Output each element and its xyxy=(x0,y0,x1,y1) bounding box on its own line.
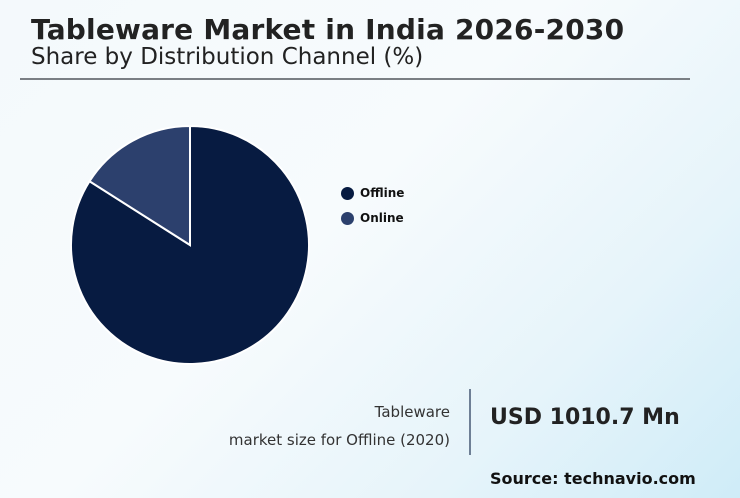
kpi-label-line2: market size for Offline (2020) xyxy=(228,431,450,449)
page-subtitle: Share by Distribution Channel (%) xyxy=(31,44,424,70)
legend-dot-icon xyxy=(341,211,354,225)
kpi-label: Tableware market size for Offline (2020) xyxy=(229,398,450,454)
legend-dot-icon xyxy=(341,186,354,200)
legend-item-offline[interactable]: Offline xyxy=(341,175,404,211)
legend-item-online[interactable]: Online xyxy=(341,200,404,236)
page-title: Tableware Market in India 2026-2030 xyxy=(31,13,625,46)
kpi-label-line1: Tableware xyxy=(374,403,450,421)
kpi-divider xyxy=(469,389,471,455)
legend: Offline Online xyxy=(341,175,404,236)
pie-slice-online[interactable] xyxy=(88,124,191,247)
legend-label: Online xyxy=(360,211,404,225)
title-divider xyxy=(20,78,690,80)
kpi-value: USD 1010.7 Mn xyxy=(490,405,680,430)
legend-label: Offline xyxy=(360,186,405,200)
source-credit: Source: technavio.com xyxy=(490,469,696,488)
